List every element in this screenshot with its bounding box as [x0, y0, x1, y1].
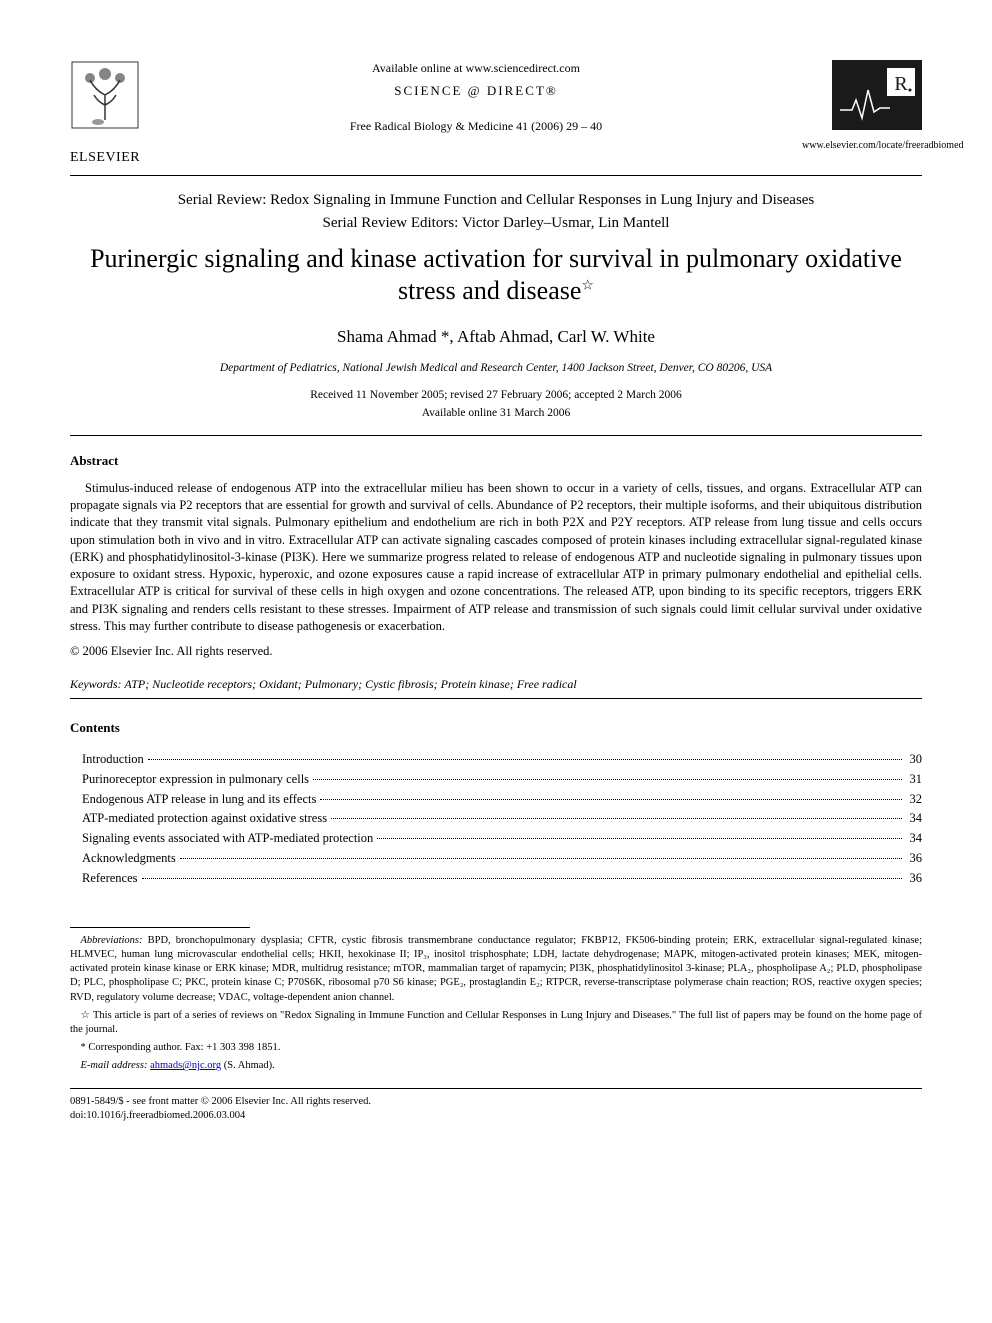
- toc-page: 32: [906, 791, 923, 808]
- pre-abstract-rule: [70, 435, 922, 436]
- toc-page: 36: [906, 870, 923, 887]
- toc-label: Signaling events associated with ATP-med…: [82, 830, 373, 847]
- toc-leader-dots: [377, 838, 901, 839]
- authors-line: Shama Ahmad *, Aftab Ahmad, Carl W. Whit…: [70, 326, 922, 349]
- toc-row: ATP-mediated protection against oxidativ…: [70, 810, 922, 827]
- toc-row: References 36: [70, 870, 922, 887]
- bottom-rule: [70, 1088, 922, 1089]
- toc-leader-dots: [331, 818, 901, 819]
- svg-text:R: R: [894, 73, 908, 95]
- journal-logo-icon: R: [832, 60, 922, 130]
- toc-page: 30: [906, 751, 923, 768]
- affiliation-line: Department of Pediatrics, National Jewis…: [70, 361, 922, 377]
- journal-logo-block: R www.elsevier.com/locate/freeradbiomed: [802, 60, 922, 152]
- available-online-date: Available online 31 March 2006: [70, 406, 922, 422]
- toc-label: ATP-mediated protection against oxidativ…: [82, 810, 327, 827]
- toc-row: Acknowledgments 36: [70, 850, 922, 867]
- publisher-name: ELSEVIER: [70, 149, 150, 168]
- elsevier-logo-block: ELSEVIER: [70, 60, 150, 167]
- keywords-text: ATP; Nucleotide receptors; Oxidant; Pulm…: [122, 677, 577, 691]
- dates-line: Received 11 November 2005; revised 27 Fe…: [70, 388, 922, 404]
- toc-label: Introduction: [82, 751, 144, 768]
- toc-leader-dots: [180, 858, 902, 859]
- table-of-contents: Introduction 30 Purinoreceptor expressio…: [70, 751, 922, 887]
- title-text: Purinergic signaling and kinase activati…: [90, 244, 902, 306]
- keywords-label: Keywords:: [70, 677, 122, 691]
- toc-page: 31: [906, 771, 923, 788]
- footnotes-rule: [70, 927, 250, 928]
- article-title: Purinergic signaling and kinase activati…: [70, 243, 922, 308]
- abstract-copyright: © 2006 Elsevier Inc. All rights reserved…: [70, 643, 922, 660]
- toc-row: Introduction 30: [70, 751, 922, 768]
- contents-heading: Contents: [70, 719, 922, 737]
- elsevier-tree-icon: [70, 60, 140, 140]
- science-direct-brand: SCIENCE @ DIRECT®: [170, 82, 782, 100]
- title-note-marker: ☆: [581, 279, 594, 294]
- toc-row: Purinoreceptor expression in pulmonary c…: [70, 771, 922, 788]
- email-link[interactable]: ahmads@njc.org: [150, 1060, 221, 1071]
- doi-line: doi:10.1016/j.freeradbiomed.2006.03.004: [70, 1109, 922, 1123]
- corresponding-author-footnote: * Corresponding author. Fax: +1 303 398 …: [70, 1041, 922, 1055]
- footnotes-block: Abbreviations: BPD, bronchopulmonary dys…: [70, 934, 922, 1074]
- keywords-line: Keywords: ATP; Nucleotide receptors; Oxi…: [70, 676, 922, 692]
- header-row: ELSEVIER Available online at www.science…: [70, 60, 922, 167]
- abstract-body: Stimulus-induced release of endogenous A…: [70, 480, 922, 635]
- toc-label: References: [82, 870, 138, 887]
- star-footnote: ☆ This article is part of a series of re…: [70, 1009, 922, 1037]
- journal-url: www.elsevier.com/locate/freeradbiomed: [802, 139, 922, 153]
- abbreviations-footnote: Abbreviations: BPD, bronchopulmonary dys…: [70, 934, 922, 1005]
- toc-row: Endogenous ATP release in lung and its e…: [70, 791, 922, 808]
- header-rule: [70, 175, 922, 176]
- email-footnote: E-mail address: ahmads@njc.org (S. Ahmad…: [70, 1059, 922, 1073]
- toc-row: Signaling events associated with ATP-med…: [70, 830, 922, 847]
- abbreviations-text: BPD, bronchopulmonary dysplasia; CFTR, c…: [70, 935, 922, 1003]
- header-center: Available online at www.sciencedirect.co…: [150, 60, 802, 134]
- serial-review-line: Serial Review: Redox Signaling in Immune…: [70, 190, 922, 210]
- serial-editors-line: Serial Review Editors: Victor Darley–Usm…: [70, 213, 922, 233]
- toc-label: Endogenous ATP release in lung and its e…: [82, 791, 316, 808]
- toc-leader-dots: [313, 779, 901, 780]
- post-keywords-rule: [70, 698, 922, 699]
- email-suffix: (S. Ahmad).: [221, 1060, 275, 1071]
- available-online-line: Available online at www.sciencedirect.co…: [170, 60, 782, 76]
- abstract-paragraph: Stimulus-induced release of endogenous A…: [70, 480, 922, 635]
- toc-page: 36: [906, 850, 923, 867]
- abbreviations-label: Abbreviations:: [81, 935, 143, 946]
- email-label: E-mail address:: [81, 1060, 148, 1071]
- toc-page: 34: [906, 830, 923, 847]
- toc-leader-dots: [142, 878, 902, 879]
- bottom-info: 0891-5849/$ - see front matter © 2006 El…: [70, 1095, 922, 1123]
- abstract-heading: Abstract: [70, 452, 922, 470]
- front-matter-line: 0891-5849/$ - see front matter © 2006 El…: [70, 1095, 922, 1109]
- toc-label: Purinoreceptor expression in pulmonary c…: [82, 771, 309, 788]
- journal-reference: Free Radical Biology & Medicine 41 (2006…: [170, 118, 782, 134]
- toc-page: 34: [906, 810, 923, 827]
- toc-leader-dots: [148, 759, 902, 760]
- toc-leader-dots: [320, 799, 901, 800]
- toc-label: Acknowledgments: [82, 850, 176, 867]
